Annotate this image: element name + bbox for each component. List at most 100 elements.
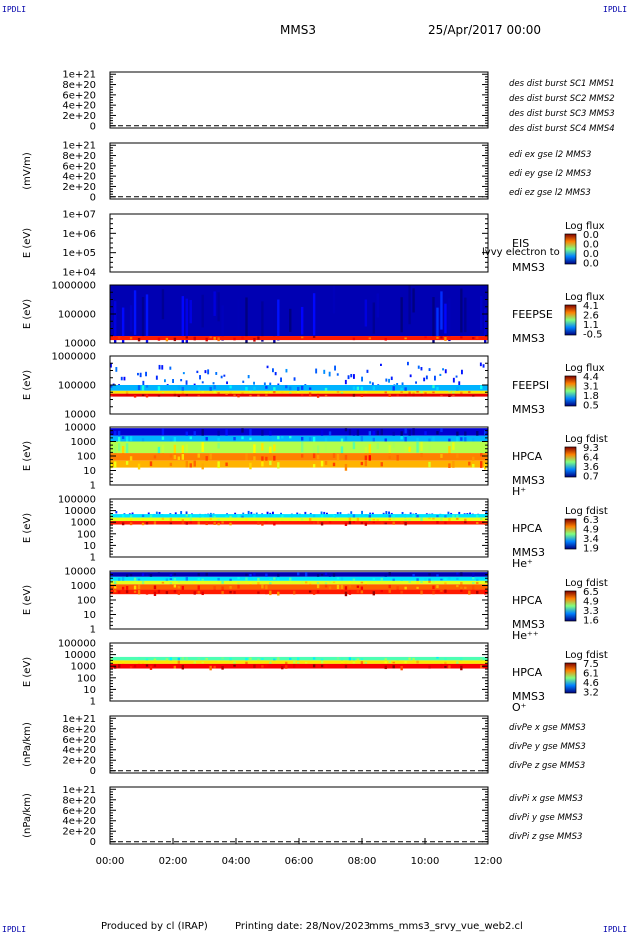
- spectrogram-texture: [444, 578, 447, 581]
- spectrogram-texture: [352, 442, 356, 450]
- spectrogram-texture: [436, 589, 439, 593]
- spectrogram-pixel: [207, 369, 210, 375]
- instrument-label: MMS3: [512, 690, 545, 703]
- y-tick-label: 100000: [58, 639, 96, 650]
- spectrogram-texture: [428, 461, 431, 468]
- instrument-label: H⁺: [512, 485, 526, 498]
- spectrogram-texture: [173, 577, 177, 581]
- spectrogram-texture: [456, 437, 459, 442]
- spectrogram-texture: [297, 391, 300, 393]
- spectrogram-texture: [153, 658, 157, 661]
- spectrogram-texture: [332, 453, 336, 458]
- spectrogram-texture: [273, 658, 276, 662]
- spectrogram-texture: [185, 460, 188, 468]
- spectrogram-texture: [201, 578, 204, 583]
- spectrogram-texture: [229, 578, 232, 583]
- spectrogram-texture: [269, 661, 272, 664]
- spectrogram-texture: [269, 430, 272, 437]
- spectrogram-texture: [177, 581, 181, 583]
- y-tick-label: 6e+20: [62, 161, 96, 172]
- spectrogram-texture: [324, 585, 328, 588]
- spectrogram-texture: [320, 660, 324, 664]
- spectrogram-pixel: [272, 511, 274, 515]
- spectrogram-texture: [249, 390, 252, 393]
- spectrogram-texture: [440, 394, 443, 397]
- spectrogram-pixel: [185, 511, 188, 515]
- spectrogram-texture: [364, 460, 368, 467]
- y-axis-label: E (eV): [22, 585, 33, 615]
- spectrogram-pixel: [428, 368, 431, 372]
- spectrogram-band: [110, 336, 488, 341]
- spectrogram-texture: [324, 437, 328, 443]
- spectrogram-texture: [153, 664, 157, 667]
- spectrogram-texture: [209, 336, 212, 339]
- spectrogram-texture: [368, 431, 372, 436]
- spectrogram-texture: [300, 336, 304, 339]
- spectrogram-texture: [197, 453, 200, 458]
- spectrogram-band: [110, 460, 488, 468]
- spectrogram-texture: [432, 297, 435, 343]
- spectrogram-texture: [169, 522, 173, 525]
- spectrogram-texture: [304, 581, 308, 584]
- spectrogram-texture: [157, 395, 161, 397]
- spectrogram-texture: [312, 591, 316, 595]
- y-tick-label: 10: [83, 541, 96, 552]
- spectrogram-texture: [336, 657, 340, 660]
- spectrogram-texture: [484, 430, 487, 435]
- spectrogram-texture: [201, 515, 204, 518]
- spectrogram-texture: [404, 586, 407, 592]
- spectrogram-pixel: [423, 377, 426, 382]
- legend-entry: divPi y gse MMS3: [509, 813, 583, 823]
- spectrogram-texture: [372, 521, 375, 524]
- colorbar-tick-label: 3.4: [583, 534, 599, 545]
- spectrogram-texture: [372, 302, 375, 334]
- spectrogram-texture: [436, 430, 439, 435]
- spectrogram-texture: [245, 577, 248, 582]
- spectrogram-texture: [348, 657, 352, 661]
- spectrogram-texture: [161, 444, 165, 456]
- mission-title: MMS3: [280, 23, 316, 37]
- spectrogram-texture: [448, 446, 451, 457]
- colorbar-tick-label: 0.5: [583, 401, 599, 412]
- spectrogram-texture: [233, 591, 236, 594]
- spectrogram-pixel: [469, 512, 471, 515]
- spectrogram-texture: [213, 390, 216, 394]
- spectrogram-texture: [273, 444, 276, 452]
- spectrogram-pixel: [407, 361, 409, 366]
- spectrogram-texture: [173, 590, 177, 593]
- spectrogram-pixel: [253, 381, 255, 385]
- spectrogram-texture: [360, 395, 364, 397]
- spectrogram-texture: [364, 514, 368, 516]
- spectrogram-texture: [408, 574, 411, 577]
- spectrogram-texture: [360, 436, 364, 442]
- spectrogram-texture: [225, 429, 228, 437]
- spectrogram-texture: [209, 514, 212, 517]
- spectrogram-texture: [388, 518, 391, 521]
- spectrogram-texture: [432, 391, 435, 394]
- instrument-label: EIS: [512, 237, 529, 250]
- spectrogram-texture: [448, 518, 451, 522]
- spectrogram-texture: [448, 438, 451, 444]
- spectrogram-texture: [348, 521, 352, 525]
- y-tick-label: 10: [83, 466, 96, 477]
- colorbar-tick-label: 6.3: [583, 515, 599, 526]
- spectrogram-texture: [110, 657, 113, 661]
- y-axis-label: E (eV): [22, 513, 33, 543]
- spectrogram-texture: [372, 431, 375, 436]
- spectrogram-pixel: [174, 512, 177, 516]
- spectrogram-texture: [364, 522, 368, 526]
- spectrogram-texture: [161, 436, 165, 440]
- panel-eis: 1e+07 1e+06 1e+05 1e+04 E (eV) EIS MMS3 lvvy el…: [22, 210, 605, 279]
- spectrogram-band: [110, 521, 488, 525]
- spectrogram-texture: [153, 455, 157, 459]
- spectrogram-texture: [177, 517, 181, 520]
- y-tick-label: 4e+20: [62, 172, 96, 183]
- spectrogram-texture: [348, 429, 352, 436]
- spectrogram-texture: [157, 386, 161, 391]
- colorbar-tick-label: 6.5: [583, 587, 599, 598]
- spectrogram-band: [110, 428, 488, 436]
- spectrogram-texture: [304, 661, 308, 664]
- spectrogram-texture: [412, 394, 415, 397]
- spectrogram-texture: [197, 585, 200, 590]
- spectrogram-texture: [217, 577, 220, 581]
